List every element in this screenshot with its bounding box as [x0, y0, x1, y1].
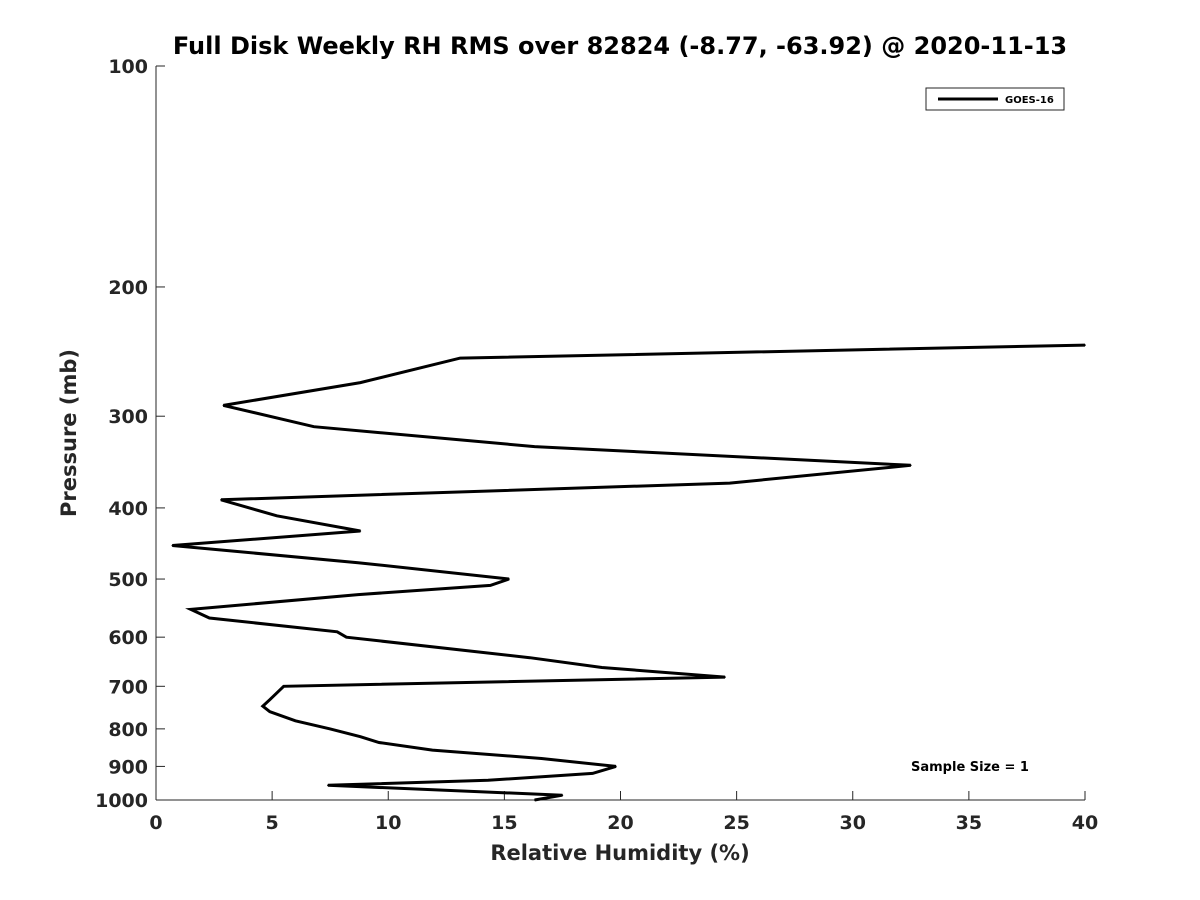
y-tick-label: 500	[108, 569, 148, 591]
data-point	[222, 404, 225, 407]
y-axis-label: Pressure (mb)	[57, 349, 81, 517]
x-tick-label: 30	[840, 812, 866, 834]
data-point	[591, 772, 594, 775]
data-point	[282, 685, 285, 688]
x-tick-label: 15	[491, 812, 517, 834]
data-point	[431, 749, 434, 751]
data-point	[724, 676, 726, 678]
data-point	[561, 794, 564, 796]
data-point	[487, 779, 489, 782]
data-point	[208, 617, 211, 619]
data-point	[378, 741, 380, 744]
data-point	[529, 656, 531, 659]
data-point	[459, 357, 462, 359]
data-point	[910, 464, 912, 467]
data-point	[357, 593, 359, 596]
y-tick-label: 200	[108, 277, 148, 299]
x-tick-label: 35	[956, 812, 982, 834]
legend-label: GOES-16	[1005, 95, 1054, 106]
data-point	[171, 544, 174, 547]
data-point	[728, 482, 731, 484]
plot-axes: 0 5 10 15 20 25 30 35 40 100 200 300 400 500 600 700 800…	[95, 56, 1098, 834]
data-point	[508, 578, 510, 580]
y-tick-label: 300	[108, 406, 148, 428]
series-layer	[171, 343, 1086, 802]
data-point	[345, 636, 348, 638]
data-point	[489, 584, 492, 587]
data-point	[533, 799, 536, 801]
chart-title: Full Disk Weekly RH RMS over 82824 (-8.7…	[173, 32, 1067, 60]
data-point	[1084, 344, 1086, 346]
data-point	[336, 631, 339, 633]
data-point	[357, 561, 359, 564]
legend: GOES-16	[925, 87, 1065, 111]
data-point	[327, 784, 329, 787]
x-tick-label: 5	[266, 812, 279, 834]
y-tick-label: 400	[108, 498, 148, 520]
data-point	[313, 425, 315, 428]
data-point	[190, 608, 192, 611]
data-point	[276, 515, 278, 517]
x-tick-label: 20	[607, 812, 633, 834]
data-point	[262, 705, 264, 707]
data-point	[359, 530, 362, 532]
x-tick-label: 25	[723, 812, 749, 834]
y-tick-label: 900	[108, 756, 148, 778]
y-tick-label: 1000	[95, 790, 148, 812]
data-point	[533, 445, 536, 448]
series-line	[172, 343, 1086, 802]
x-tick-label: 10	[375, 812, 401, 834]
y-tick-label: 600	[108, 627, 148, 649]
x-tick-label: 0	[149, 812, 162, 834]
data-point	[329, 728, 332, 730]
y-tick-label: 800	[108, 719, 148, 741]
data-point	[601, 666, 603, 669]
sample-size-annotation: Sample Size = 1	[911, 760, 1029, 775]
data-point	[359, 381, 362, 384]
data-point	[269, 710, 271, 713]
data-point	[540, 757, 543, 760]
data-point	[220, 499, 222, 501]
data-point	[615, 765, 617, 768]
y-tick-label: 700	[108, 676, 148, 698]
y-tick-label: 100	[108, 56, 148, 78]
x-axis-label: Relative Humidity (%)	[490, 841, 749, 865]
x-tick-label: 40	[1072, 812, 1098, 834]
data-point	[359, 735, 362, 738]
data-point	[269, 698, 271, 701]
data-point	[294, 720, 297, 722]
